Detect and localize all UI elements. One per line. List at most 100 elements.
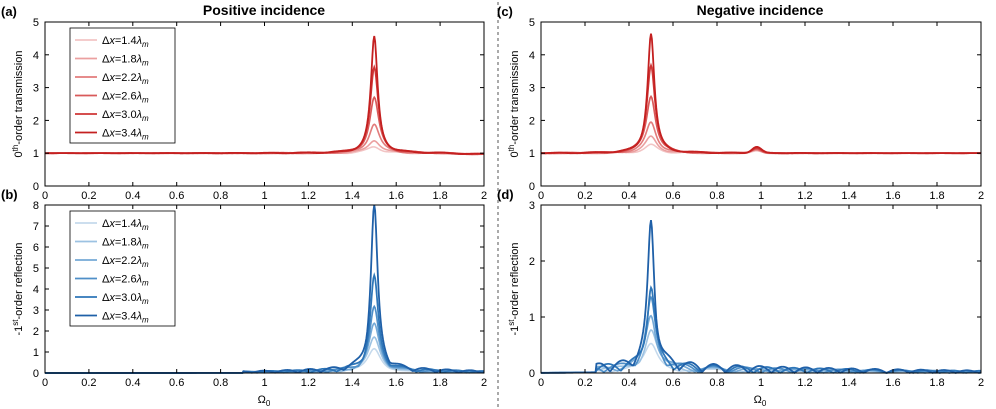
legend-text: x bbox=[108, 54, 115, 66]
y-axis-label-c: 0th-order transmission bbox=[507, 51, 521, 158]
legend-text: x bbox=[108, 237, 115, 249]
legend-text: x bbox=[108, 72, 115, 84]
legend-text: λ bbox=[136, 35, 142, 47]
legend-entry: Δx=3.4λm bbox=[102, 311, 149, 325]
x-tick-label: 1.6 bbox=[885, 377, 900, 389]
y-tick-label: 5 bbox=[529, 17, 535, 29]
y-axis-label-sup: st bbox=[11, 319, 20, 326]
y-axis-label-b: -1st-order reflection bbox=[11, 242, 25, 335]
y-axis-label-part: 0 bbox=[13, 151, 25, 157]
x-tick-label: 1.4 bbox=[841, 190, 856, 202]
legend-text: λ bbox=[136, 292, 142, 304]
y-axis-label-part: -order reflection bbox=[13, 242, 25, 319]
legend-text: λ bbox=[136, 237, 142, 249]
right-title: Negative incidence bbox=[697, 2, 824, 18]
legend-text: m bbox=[142, 260, 149, 269]
x-tick-label: 0.4 bbox=[125, 190, 140, 202]
legend-text: Δ bbox=[102, 292, 110, 304]
x-tick-label: 2 bbox=[978, 377, 984, 389]
x-tick-label: 0.6 bbox=[169, 190, 184, 202]
legend-text: Δ bbox=[102, 237, 110, 249]
legend-text: λ bbox=[136, 72, 142, 84]
legend-text: x bbox=[108, 292, 115, 304]
y-tick-label: 4 bbox=[33, 284, 39, 296]
legend-text: =3.0 bbox=[115, 292, 137, 304]
y-axis-label-part: -order reflection bbox=[509, 242, 521, 319]
legend-text: λ bbox=[136, 91, 142, 103]
y-tick-label: 3 bbox=[529, 83, 535, 95]
series-line-d-5 bbox=[541, 219, 982, 375]
legend-entry: Δx=2.2λm bbox=[102, 72, 149, 86]
legend-text: m bbox=[142, 40, 149, 49]
x-tick-label: 1.8 bbox=[929, 190, 944, 202]
panel-label-c: (c) bbox=[497, 4, 513, 19]
x-tick-label: 0 bbox=[538, 190, 544, 202]
legend-text: x bbox=[108, 274, 115, 286]
y-axis-label-sup: st bbox=[507, 319, 516, 326]
x-tick-label: 0.6 bbox=[665, 190, 680, 202]
y-tick-label: 0 bbox=[529, 368, 535, 380]
x-tick-label: 1.2 bbox=[301, 190, 316, 202]
legend-text: Δ bbox=[102, 109, 110, 121]
x-tick-label: 0.8 bbox=[709, 377, 724, 389]
y-axis-label-sup: th bbox=[11, 145, 20, 152]
x-tick-label: 1.6 bbox=[389, 377, 404, 389]
y-tick-label: 8 bbox=[33, 200, 39, 212]
x-tick-label: 0 bbox=[42, 190, 48, 202]
y-axis-label-d: -1st-order reflection bbox=[507, 242, 521, 335]
legend-text: =1.4 bbox=[115, 218, 137, 230]
legend-entry: Δx=2.2λm bbox=[102, 255, 149, 269]
x-tick-label: 0.4 bbox=[621, 190, 636, 202]
legend-text: x bbox=[108, 91, 115, 103]
legend-text: λ bbox=[136, 274, 142, 286]
x-tick-label: 1.4 bbox=[841, 377, 856, 389]
legend-text: Δ bbox=[102, 128, 110, 140]
y-axis-label-part: -order transmission bbox=[509, 51, 521, 145]
legend-entry: Δx=1.4λm bbox=[102, 35, 149, 49]
y-axis-label-sup: th bbox=[507, 145, 516, 152]
chart-panel-d: 0 0.2 0.4 0.6 0.8 1 1.2 1.4 1.6 1.8 2 0 1 2 3 -1st-orde… bbox=[497, 187, 984, 389]
legend-box-a bbox=[69, 27, 176, 144]
legend-text: m bbox=[142, 297, 149, 306]
legend-text: Δ bbox=[102, 91, 110, 103]
legend-text: =2.2 bbox=[115, 255, 137, 267]
chart-panel-c: 0 0.2 0.4 0.6 0.8 1 1.2 1.4 1.6 1.8 20123450th-ord… bbox=[497, 4, 984, 202]
y-tick-label: 2 bbox=[33, 326, 39, 338]
y-axis-label-a: 0th-order transmission bbox=[11, 51, 25, 158]
legend-text: Δ bbox=[102, 255, 110, 267]
legend-entry: Δx=2.6λm bbox=[102, 274, 149, 288]
x-tick-label: 0.4 bbox=[125, 377, 140, 389]
legend-text: λ bbox=[136, 255, 142, 267]
legend-text: m bbox=[142, 77, 149, 86]
y-tick-label: 5 bbox=[33, 263, 39, 275]
x-tick-label: 2 bbox=[481, 190, 487, 202]
legend-text: λ bbox=[136, 109, 142, 121]
x-tick-label: 1.8 bbox=[929, 377, 944, 389]
y-axis-label-part: -1 bbox=[509, 326, 521, 336]
legend-text: x bbox=[108, 128, 115, 140]
y-tick-label: 3 bbox=[33, 83, 39, 95]
x-tick-label: 0 bbox=[42, 377, 48, 389]
legend-entry: Δx=1.8λm bbox=[102, 237, 149, 251]
legend-entry: Δx=1.4λm bbox=[102, 218, 149, 232]
x-tick-label: 1 bbox=[758, 377, 764, 389]
x-tick-label: 1.8 bbox=[432, 377, 447, 389]
x-tick-label: 1 bbox=[261, 190, 267, 202]
x-tick-label: 0.8 bbox=[709, 190, 724, 202]
y-axis-label-part: -1 bbox=[13, 326, 25, 336]
x-tick-label: 1.8 bbox=[432, 190, 447, 202]
chart-panel-b: 0 0.2 0.4 0.6 0.8 1 1.2 1.4 1.6 1.8 2 0 1 2 3 4 5 6 7 8 -1st… bbox=[1, 187, 487, 389]
legend-entry: Δx=3.4λm bbox=[102, 128, 149, 142]
x-tick-label: 0.8 bbox=[213, 377, 228, 389]
x-tick-label: 1.6 bbox=[389, 190, 404, 202]
series-line-c-5 bbox=[540, 33, 982, 155]
y-tick-label: 3 bbox=[33, 305, 39, 317]
x-tick-label: 2 bbox=[978, 190, 984, 202]
x-tick-label: 1.4 bbox=[345, 190, 360, 202]
x-tick-label: 0 bbox=[538, 377, 544, 389]
legend-text: Δ bbox=[102, 72, 110, 84]
x-tick-label: 0.2 bbox=[577, 377, 592, 389]
legend-text: Δ bbox=[102, 274, 110, 286]
legend-text: m bbox=[142, 133, 149, 142]
legend-text: m bbox=[142, 96, 149, 105]
